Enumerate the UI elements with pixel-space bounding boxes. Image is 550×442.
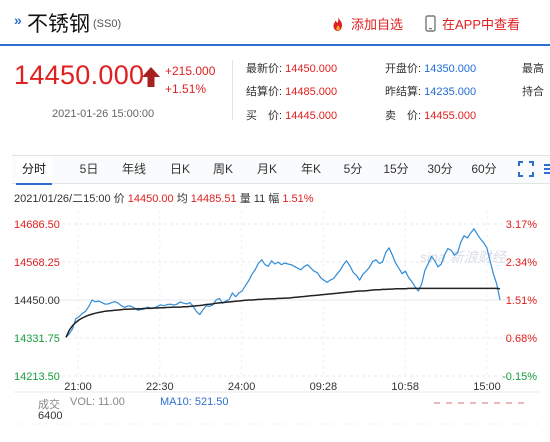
tab-daily-k[interactable]: 日K — [169, 162, 190, 176]
change-percent: +1.51% — [165, 82, 207, 96]
quote-datetime: 2021-01-26 15:00:00 — [52, 108, 155, 120]
field-latest: 最新价: 14450.000 — [246, 60, 337, 76]
phone-icon — [425, 15, 436, 32]
flame-icon — [333, 16, 342, 31]
add-favorite-label: 添加自选 — [351, 17, 404, 32]
info-vol: 11 — [253, 193, 266, 205]
volume-y-tick: 6400 — [38, 410, 63, 422]
series-layer — [65, 228, 501, 338]
y-axis-left: 14686.50 14568.25 14450.00 14331.75 14213.50 — [14, 219, 60, 383]
add-favorite-button[interactable]: 添加自选 — [330, 14, 403, 33]
field-settle: 结算价: 14485.000 — [246, 83, 337, 99]
x-tick-label: 21:00 — [64, 381, 92, 393]
chart-grid — [14, 210, 540, 425]
tab-15-min[interactable]: 15分 — [383, 162, 409, 176]
field-label: 开盘价: — [385, 63, 422, 75]
field-bid: 买 价: 14445.000 — [246, 107, 337, 123]
x-tick-label: 24:00 — [228, 381, 256, 393]
field-high: 最高 — [522, 60, 544, 76]
tab-5-min[interactable]: 5分 — [343, 162, 363, 176]
info-price-label: 价 — [113, 193, 125, 205]
instrument-name: 不锈钢 — [27, 13, 90, 36]
field-value: 14235.000 — [424, 86, 477, 98]
y-right-tick-label: 2.34% — [506, 257, 537, 269]
info-vol-label: 量 — [239, 193, 251, 205]
change-value: +215.000 — [165, 64, 216, 78]
y-right-tick-label: 3.17% — [506, 219, 537, 231]
info-avg-label: 均 — [176, 193, 188, 205]
tab-60-min[interactable]: 60分 — [471, 162, 497, 176]
volume-value: VOL: 11.00 — [70, 396, 125, 408]
view-in-app-label: 在APP中查看 — [442, 17, 521, 32]
field-value: 14450.000 — [285, 63, 338, 75]
x-axis: 21:00 22:30 24:00 09:28 10:58 15:00 — [64, 381, 501, 393]
y-tick-label: 14686.50 — [14, 219, 60, 231]
info-amp-label: 幅 — [268, 193, 280, 205]
period-tabs: 分时 5日 年线 日K 周K 月K 年K 5分 15分 30分 60分 — [12, 155, 550, 185]
field-label: 昨结算: — [385, 86, 422, 98]
volume-axis-label: 成交 — [38, 399, 60, 411]
x-tick-label: 10:58 — [391, 381, 419, 393]
volume-indicator-dashes — [434, 402, 530, 404]
x-tick-label: 09:28 — [310, 381, 338, 393]
field-label: 最高 — [522, 63, 544, 75]
y-tick-label: 14450.00 — [14, 295, 60, 307]
info-amp: 1.51% — [282, 193, 314, 205]
info-date: 2021/01/26/二15:00 — [14, 193, 111, 205]
fullscreen-icon[interactable] — [518, 161, 534, 177]
field-label: 最新价: — [246, 63, 283, 75]
y-tick-label: 14331.75 — [14, 333, 60, 345]
watermark: sina 新浪财经 — [420, 249, 508, 265]
field-label: 买 价: — [246, 110, 283, 122]
tab-year-line[interactable]: 年线 — [121, 162, 146, 176]
crosshair-info-bar: 2021/01/26/二15:00 价 14450.00 均 14485.51 … — [14, 190, 314, 206]
field-label: 结算价: — [246, 86, 283, 98]
info-avg: 14485.51 — [190, 193, 237, 205]
field-label: 卖 价: — [385, 110, 422, 122]
last-price: 14450.000 — [14, 60, 145, 90]
field-ask: 卖 价: 14455.000 — [385, 107, 476, 123]
field-label: 持合 — [522, 86, 544, 98]
field-open: 开盘价: 14350.000 — [385, 60, 476, 76]
y-tick-label: 14213.50 — [14, 371, 60, 383]
chevron-right-icon: » — [14, 12, 22, 28]
info-price: 14450.00 — [127, 193, 174, 205]
volume-ma10: MA10: 521.50 — [160, 396, 229, 408]
field-value: 14445.000 — [285, 110, 338, 122]
average-line — [65, 287, 501, 338]
tab-monthly-k[interactable]: 月K — [256, 162, 277, 176]
y-right-tick-label: 1.51% — [506, 295, 537, 307]
tab-30-min[interactable]: 30分 — [427, 162, 453, 176]
y-axis-right: 3.17% 2.34% 1.51% 0.68% -0.15% — [502, 219, 537, 383]
tab-5-day[interactable]: 5日 — [79, 162, 99, 176]
tab-intraday[interactable]: 分时 — [16, 156, 52, 185]
field-value: 14485.000 — [285, 86, 338, 98]
y-tick-label: 14568.25 — [14, 257, 60, 269]
tab-yearly-k[interactable]: 年K — [300, 162, 321, 176]
field-value: 14455.000 — [424, 110, 477, 122]
tab-weekly-k[interactable]: 周K — [212, 162, 233, 176]
divider — [232, 60, 233, 120]
instrument-code: (SS0) — [93, 18, 122, 30]
up-arrow-icon — [142, 67, 160, 87]
title-bar — [0, 0, 550, 46]
y-right-tick-label: -0.15% — [502, 371, 537, 383]
field-prev-settle: 昨结算: 14235.000 — [385, 83, 476, 99]
price-change: +215.000 +1.51% — [165, 62, 215, 98]
more-icon[interactable] — [542, 161, 550, 177]
price-line — [65, 228, 501, 338]
field-value: 14350.000 — [424, 63, 477, 75]
x-tick-label: 22:30 — [146, 381, 174, 393]
y-right-tick-label: 0.68% — [506, 333, 537, 345]
view-in-app-button[interactable]: 在APP中查看 — [425, 14, 520, 33]
field-open-interest: 持合 — [522, 83, 544, 99]
x-tick-label: 15:00 — [473, 381, 501, 393]
